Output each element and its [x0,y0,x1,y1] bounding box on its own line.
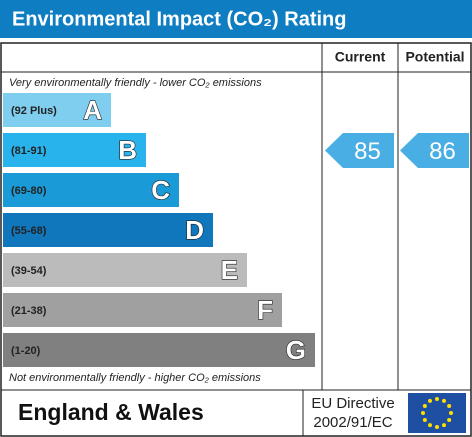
column-header: Current [335,49,386,65]
bottom-note: Not environmentally friendly - higher CO… [9,372,261,384]
band-bar [3,173,179,207]
band-range: (92 Plus) [11,105,57,117]
band-letter: E [221,255,238,285]
band-bar [3,253,247,287]
band-bar [3,213,213,247]
rating-arrow [400,133,469,168]
region: England & Wales [18,399,204,425]
eu-star [422,404,427,408]
band-bar [3,293,282,327]
band-bar [3,333,315,367]
band-range: (39-54) [11,265,47,277]
rating-value: 86 [429,138,456,165]
top-note: Very environmentally friendly - lower CO… [9,77,262,89]
title-bar [0,0,472,38]
eu-star [428,398,432,403]
title: Environmental Impact (CO₂) Rating [12,8,346,30]
eu-star [447,404,452,408]
eu-star [442,398,446,403]
band-range: (81-91) [11,145,47,157]
directive: EU Directive [311,395,394,412]
band-range: (21-38) [11,305,47,317]
eu-stars [421,397,453,429]
band-range: (55-68) [11,225,47,237]
eu-star [422,418,427,422]
directive: 2002/91/EC [313,414,392,431]
eu-star [421,411,425,415]
rating-value: 85 [354,138,381,165]
band-bar [3,133,146,167]
eu-star [449,411,453,415]
rating-arrow [325,133,394,168]
band-letter: B [118,135,137,165]
band-bar [3,93,111,127]
band-range: (1-20) [11,345,41,357]
eu-star [435,397,439,401]
band-letter: A [83,95,102,125]
eu-star [447,418,452,422]
band-letter: G [286,335,306,365]
eu-star [442,423,446,428]
band-letter: D [185,215,204,245]
band-letter: C [151,175,170,205]
frame [0,42,472,437]
eu-star [428,423,432,428]
eu-star [435,425,439,429]
column-header: Potential [405,49,464,65]
band-range: (69-80) [11,185,47,197]
band-letter: F [257,295,273,325]
